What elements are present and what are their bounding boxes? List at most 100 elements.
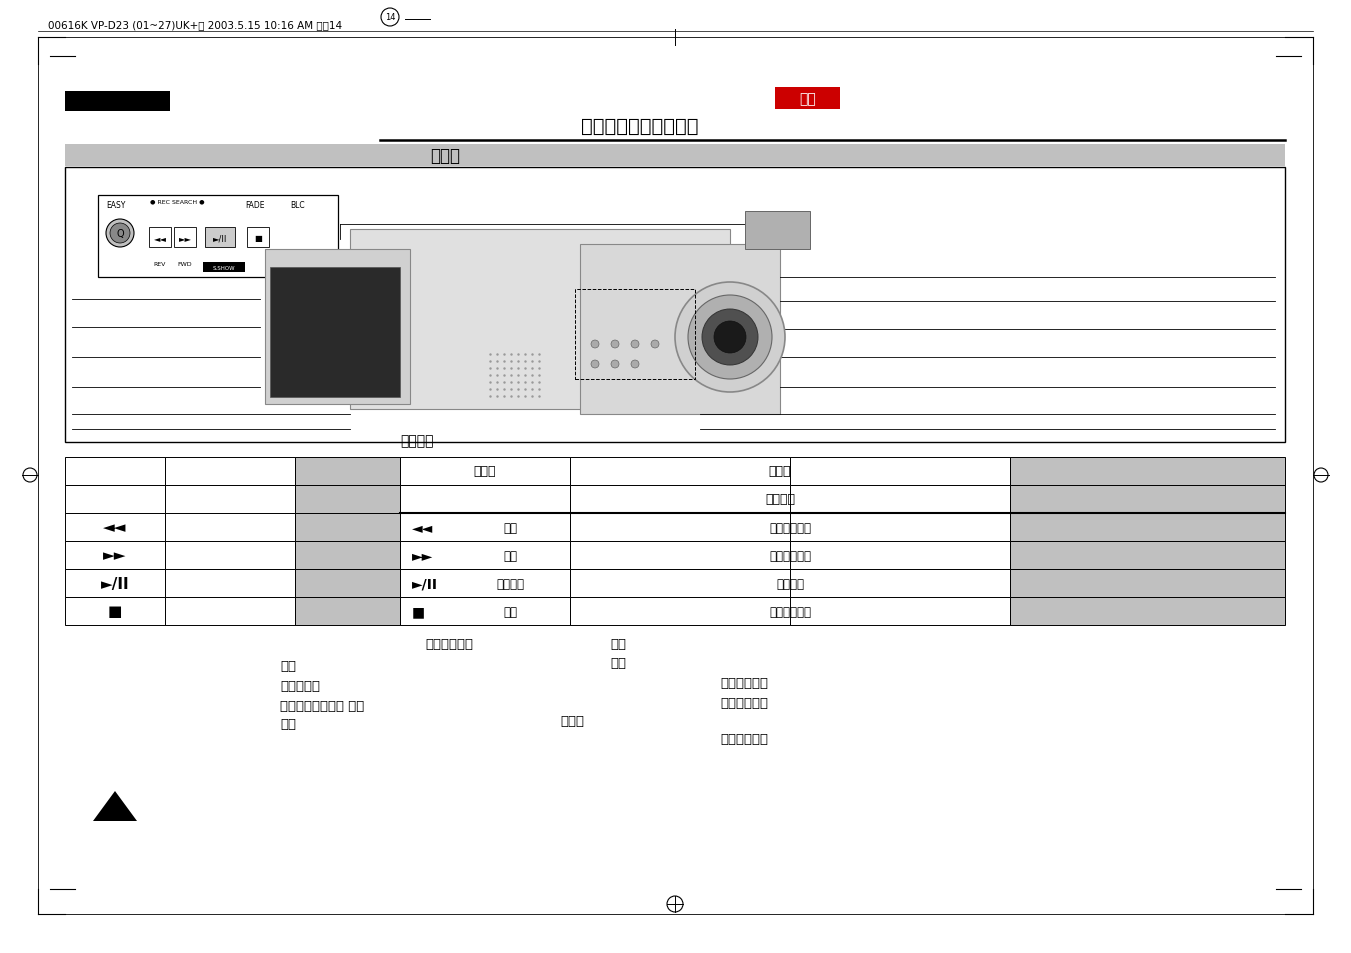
Text: Q: Q xyxy=(116,229,124,239)
Bar xyxy=(1011,598,1285,625)
Bar xyxy=(570,541,790,569)
Bar xyxy=(350,230,730,410)
Text: 播放静止: 播放静止 xyxy=(496,577,524,590)
Text: 模式转换（录像带 记忆: 模式转换（录像带 记忆 xyxy=(280,700,365,712)
Bar xyxy=(744,212,811,250)
Circle shape xyxy=(611,360,619,369)
Text: FWD: FWD xyxy=(178,262,192,267)
Text: 棒）: 棒） xyxy=(280,718,296,730)
Bar xyxy=(400,457,570,485)
Text: （播放缩放）: （播放缩放） xyxy=(426,638,473,650)
Text: BLC: BLC xyxy=(290,201,304,210)
Bar xyxy=(790,598,1011,625)
Bar xyxy=(247,228,269,248)
Bar xyxy=(400,514,570,541)
Text: （菜单）按钮: （菜单）按钮 xyxy=(720,732,767,745)
Bar xyxy=(295,541,400,569)
Bar xyxy=(65,145,1285,167)
Bar xyxy=(775,88,840,110)
Bar xyxy=(295,457,400,485)
Bar xyxy=(65,457,165,485)
Text: 快进: 快进 xyxy=(503,549,517,562)
Circle shape xyxy=(631,360,639,369)
Circle shape xyxy=(688,295,771,379)
Text: 扬声器: 扬声器 xyxy=(561,714,584,727)
Text: （简易）: （简易） xyxy=(765,493,794,506)
Bar xyxy=(65,541,165,569)
Text: S.SHOW: S.SHOW xyxy=(212,265,235,271)
Text: 显示: 显示 xyxy=(280,659,296,672)
Circle shape xyxy=(590,360,598,369)
Text: 摄录一体机的基本常识: 摄录一体机的基本常识 xyxy=(581,117,698,136)
Text: ◄◄: ◄◄ xyxy=(412,520,434,535)
Text: EASY: EASY xyxy=(105,201,126,210)
Circle shape xyxy=(651,340,659,349)
Text: 14: 14 xyxy=(385,13,396,23)
Bar xyxy=(295,598,400,625)
Bar xyxy=(99,195,338,277)
Bar xyxy=(400,598,570,625)
Text: 插孔: 插孔 xyxy=(611,638,626,650)
Bar xyxy=(580,245,780,415)
Circle shape xyxy=(631,340,639,349)
Bar xyxy=(165,514,295,541)
Bar xyxy=(165,485,295,514)
Text: ►►: ►► xyxy=(412,548,434,562)
Bar xyxy=(790,541,1011,569)
Text: ►/II: ►/II xyxy=(213,234,227,243)
Bar xyxy=(65,168,1285,442)
Bar xyxy=(790,514,1011,541)
Circle shape xyxy=(105,220,134,248)
Text: ■: ■ xyxy=(254,234,262,243)
Bar xyxy=(1011,485,1285,514)
Text: 插孔: 插孔 xyxy=(611,657,626,669)
Text: 拍摄记录搜索: 拍摄记录搜索 xyxy=(769,549,811,562)
Bar xyxy=(165,569,295,598)
Text: （背光补偿）: （背光补偿） xyxy=(769,605,811,618)
Bar xyxy=(1011,569,1285,598)
Bar xyxy=(65,598,165,625)
Text: 拍摄记录搜索: 拍摄记录搜索 xyxy=(769,521,811,534)
Bar xyxy=(165,598,295,625)
Bar xyxy=(295,514,400,541)
Bar xyxy=(570,569,790,598)
Bar xyxy=(174,228,196,248)
Circle shape xyxy=(676,283,785,393)
Bar xyxy=(203,263,245,273)
Bar xyxy=(270,268,400,397)
Circle shape xyxy=(109,224,130,244)
Bar xyxy=(790,485,1011,514)
Bar xyxy=(1011,457,1285,485)
Text: 放像机: 放像机 xyxy=(474,465,496,478)
Bar xyxy=(65,485,165,514)
Text: 视频指示灯: 视频指示灯 xyxy=(280,679,320,692)
Bar xyxy=(790,457,1011,485)
Bar xyxy=(65,91,170,112)
Circle shape xyxy=(590,340,598,349)
Text: 中文: 中文 xyxy=(800,91,816,106)
Text: （确认）按钮: （确认）按钮 xyxy=(720,677,767,689)
Text: 停止: 停止 xyxy=(503,605,517,618)
Text: ►►: ►► xyxy=(178,234,192,243)
Bar xyxy=(576,290,694,379)
Text: ◄◄: ◄◄ xyxy=(154,234,166,243)
Bar xyxy=(570,598,790,625)
Text: 功能按钮: 功能按钮 xyxy=(400,434,434,448)
Circle shape xyxy=(713,322,746,354)
Text: ►►: ►► xyxy=(103,548,127,563)
Polygon shape xyxy=(93,791,136,821)
Bar xyxy=(1011,541,1285,569)
Text: REV: REV xyxy=(154,262,166,267)
Bar xyxy=(165,457,295,485)
Text: ● REC SEARCH ●: ● REC SEARCH ● xyxy=(150,199,204,204)
Bar xyxy=(205,228,235,248)
Bar xyxy=(400,569,570,598)
Text: FADE: FADE xyxy=(245,201,265,210)
Bar xyxy=(165,541,295,569)
Circle shape xyxy=(611,340,619,349)
Text: 左视图: 左视图 xyxy=(430,147,459,165)
Bar xyxy=(65,514,165,541)
Text: 快倒: 快倒 xyxy=(503,521,517,534)
Text: （菜单）拨盘: （菜单）拨盘 xyxy=(720,697,767,709)
Bar xyxy=(295,569,400,598)
